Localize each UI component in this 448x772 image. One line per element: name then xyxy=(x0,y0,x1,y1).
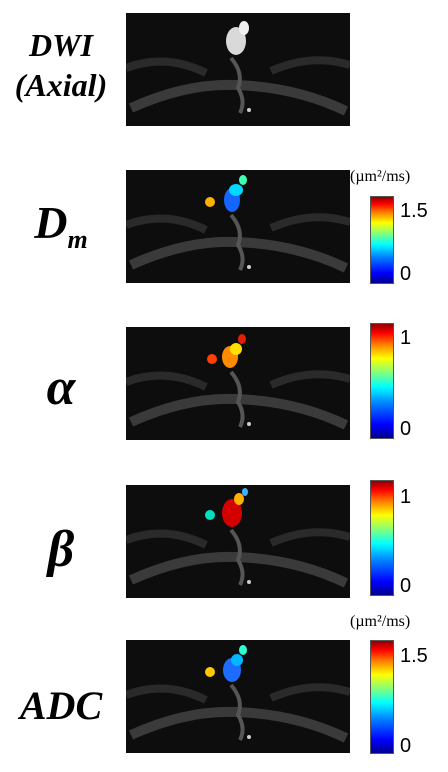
alpha-label: α xyxy=(0,360,122,416)
dm-label-main: D xyxy=(34,197,68,248)
adc-label: ADC xyxy=(0,683,122,729)
row-dwi: DWI (Axial) xyxy=(0,0,448,130)
alpha-cbar-min: 0 xyxy=(400,418,412,440)
alpha-cbar-max: 1 xyxy=(400,327,412,349)
dm-label-sub: m xyxy=(67,225,88,255)
beta-cbar-min: 0 xyxy=(400,575,412,597)
beta-cbar-max: 1 xyxy=(400,486,412,508)
alpha-label-main: α xyxy=(46,359,76,416)
alpha-colorbar-gradient xyxy=(370,323,394,439)
alpha-image xyxy=(126,327,350,440)
dm-label: Dm xyxy=(0,198,122,265)
row-dm: Dm (µm²/ms) 1.5 0 xyxy=(0,160,448,290)
beta-image xyxy=(126,485,350,598)
dwi-label: DWI (Axial) xyxy=(0,25,122,105)
dwi-label-line1: DWI xyxy=(28,27,93,63)
adc-cbar-min: 0 xyxy=(400,735,412,757)
dm-cbar-max: 1.5 xyxy=(400,200,428,222)
dm-unit: (µm²/ms) xyxy=(350,168,411,185)
dm-colorbar-gradient xyxy=(370,196,394,284)
dm-cbar-min: 0 xyxy=(400,263,412,285)
adc-image xyxy=(126,640,350,753)
adc-unit: (µm²/ms) xyxy=(350,613,411,630)
dwi-label-line2: (Axial) xyxy=(14,67,108,103)
beta-colorbar-gradient xyxy=(370,480,394,596)
row-alpha: α 1 0 xyxy=(0,315,448,445)
row-beta: β 1 0 xyxy=(0,472,448,602)
beta-label-main: β xyxy=(47,521,75,578)
adc-label-main: ADC xyxy=(19,683,103,728)
dm-image xyxy=(126,170,350,283)
dwi-image xyxy=(126,13,350,126)
adc-colorbar-gradient xyxy=(370,640,394,754)
row-adc: ADC (µm²/ms) 1.5 0 xyxy=(0,613,448,772)
beta-label: β xyxy=(0,522,122,578)
adc-cbar-max: 1.5 xyxy=(400,645,428,667)
